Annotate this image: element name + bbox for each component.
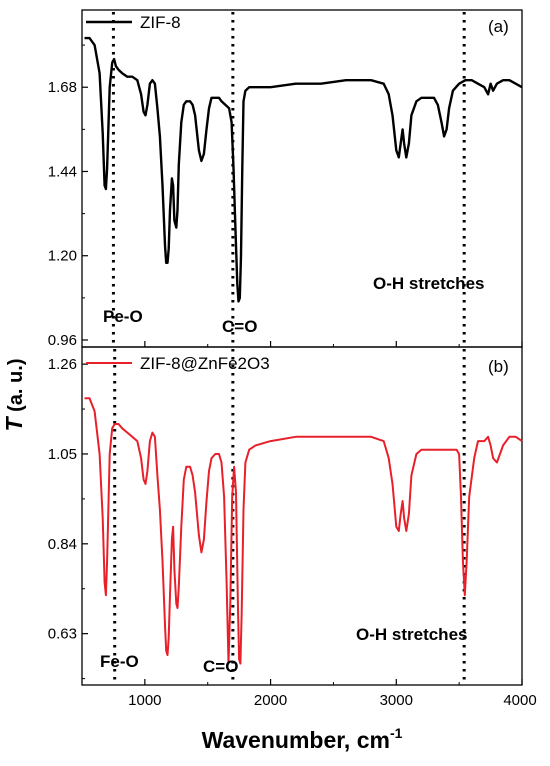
panel-a-anno-carbonyl: C=O [222, 317, 257, 336]
panel-b-y-tick-label: 1.26 [48, 356, 77, 373]
panel-b-y-tick-label: 0.84 [48, 536, 77, 553]
x-axis-title: Wavenumber, cm-1 [202, 725, 403, 753]
panel-a-legend-label: ZIF-8 [140, 13, 181, 32]
panel-a-y-ticks: 0.96 1.20 1.44 1.68 [48, 44, 88, 349]
x-axis-title-superscript: -1 [390, 725, 403, 741]
panel-b-x-tick-label: 3000 [380, 692, 413, 709]
panel-b-x-tick-label: 4000 [503, 692, 536, 709]
panel-a-series-line [84, 36, 523, 303]
panel-b-x-ticks: 1000 2000 3000 4000 [81, 679, 537, 709]
panel-b-anno-oh: O-H stretches [356, 625, 467, 644]
panel-b-y-tick-label: 1.05 [48, 446, 77, 463]
panel-a-y-tick-label: 1.68 [48, 79, 77, 96]
panel-b-legend-label: ZIF-8@ZnFe2O3 [140, 354, 270, 373]
panel-a-x-ticks [81, 341, 523, 347]
panel-b-series-line [84, 397, 523, 665]
panel-b-anno-metal-oxide: Fe-O [100, 652, 139, 671]
y-axis-symbol: T [1, 415, 27, 431]
panel-b-y-ticks: 0.63 0.84 1.05 1.26 [48, 356, 88, 680]
panel-b: 0.63 0.84 1.05 1.26 1000 2000 3000 4000 ZIF-8@… [48, 346, 537, 709]
panel-a-y-tick-label: 1.20 [48, 248, 77, 265]
panel-b-x-tick-label: 1000 [128, 692, 161, 709]
x-axis-title-text: Wavenumber, cm [202, 727, 390, 753]
y-axis-title: T (a. u.) [1, 359, 27, 432]
panel-b-x-tick-label: 2000 [254, 692, 287, 709]
panel-a-label: (a) [488, 17, 509, 36]
panel-a-y-tick-label: 0.96 [48, 332, 77, 349]
panel-a-guide-lines [111, 12, 466, 345]
panel-a-anno-oh: O-H stretches [373, 274, 484, 293]
y-axis-unit: (a. u.) [5, 359, 27, 418]
panel-b-anno-carbonyl: C=O [203, 657, 238, 676]
panel-b-frame [81, 346, 523, 686]
panel-a-anno-metal-oxide: Pe-O [103, 307, 143, 326]
panel-a: 0.96 1.20 1.44 1.68 ZIF-8 (a) Pe-O C=O O-H … [48, 9, 523, 349]
panel-a-frame [81, 9, 523, 348]
panel-a-y-tick-label: 1.44 [48, 163, 77, 180]
panel-b-y-tick-label: 0.63 [48, 626, 77, 643]
panel-b-label: (b) [488, 357, 509, 376]
